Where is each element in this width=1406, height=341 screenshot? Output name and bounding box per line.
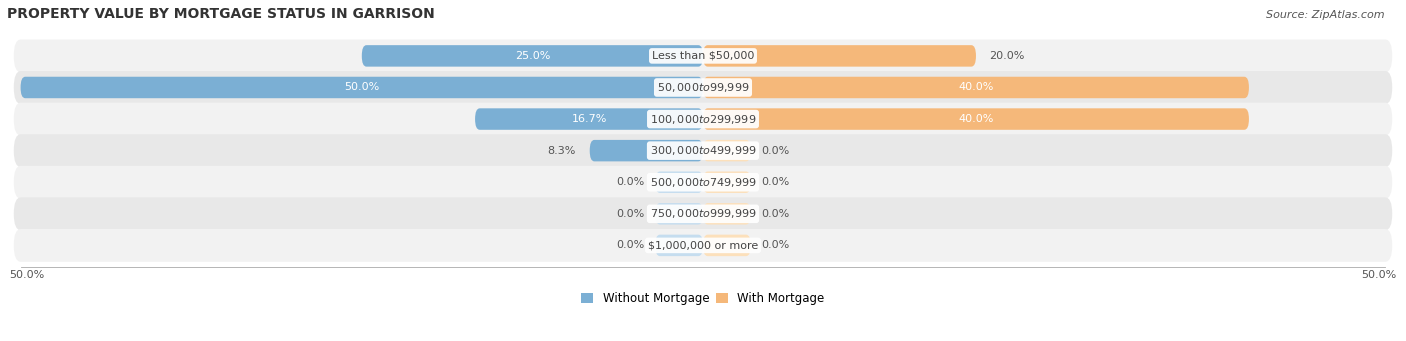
Text: 16.7%: 16.7%: [571, 114, 607, 124]
FancyBboxPatch shape: [703, 108, 1249, 130]
FancyBboxPatch shape: [14, 197, 1392, 230]
FancyBboxPatch shape: [14, 71, 1392, 104]
Text: 50.0%: 50.0%: [1361, 270, 1396, 280]
FancyBboxPatch shape: [361, 45, 703, 66]
Text: 40.0%: 40.0%: [959, 114, 994, 124]
FancyBboxPatch shape: [14, 134, 1392, 167]
Text: PROPERTY VALUE BY MORTGAGE STATUS IN GARRISON: PROPERTY VALUE BY MORTGAGE STATUS IN GAR…: [7, 7, 434, 21]
Text: 0.0%: 0.0%: [616, 209, 644, 219]
FancyBboxPatch shape: [655, 172, 703, 193]
FancyBboxPatch shape: [655, 235, 703, 256]
FancyBboxPatch shape: [703, 77, 1249, 98]
Legend: Without Mortgage, With Mortgage: Without Mortgage, With Mortgage: [576, 288, 830, 310]
Text: 0.0%: 0.0%: [616, 177, 644, 187]
Text: 0.0%: 0.0%: [762, 209, 790, 219]
FancyBboxPatch shape: [703, 235, 751, 256]
Text: Source: ZipAtlas.com: Source: ZipAtlas.com: [1267, 10, 1385, 20]
FancyBboxPatch shape: [703, 45, 976, 66]
FancyBboxPatch shape: [655, 203, 703, 224]
FancyBboxPatch shape: [14, 103, 1392, 135]
Text: 50.0%: 50.0%: [344, 83, 380, 92]
FancyBboxPatch shape: [14, 166, 1392, 199]
FancyBboxPatch shape: [21, 77, 703, 98]
Text: $50,000 to $99,999: $50,000 to $99,999: [657, 81, 749, 94]
Text: 25.0%: 25.0%: [515, 51, 550, 61]
FancyBboxPatch shape: [14, 229, 1392, 262]
Text: 0.0%: 0.0%: [762, 146, 790, 155]
Text: $100,000 to $299,999: $100,000 to $299,999: [650, 113, 756, 125]
FancyBboxPatch shape: [703, 203, 751, 224]
Text: $750,000 to $999,999: $750,000 to $999,999: [650, 207, 756, 220]
Text: 20.0%: 20.0%: [990, 51, 1025, 61]
FancyBboxPatch shape: [703, 172, 751, 193]
FancyBboxPatch shape: [14, 40, 1392, 72]
Text: 50.0%: 50.0%: [10, 270, 45, 280]
Text: $500,000 to $749,999: $500,000 to $749,999: [650, 176, 756, 189]
Text: 8.3%: 8.3%: [548, 146, 576, 155]
FancyBboxPatch shape: [475, 108, 703, 130]
Text: 0.0%: 0.0%: [762, 177, 790, 187]
Text: 0.0%: 0.0%: [762, 240, 790, 250]
Text: $300,000 to $499,999: $300,000 to $499,999: [650, 144, 756, 157]
Text: $1,000,000 or more: $1,000,000 or more: [648, 240, 758, 250]
Text: Less than $50,000: Less than $50,000: [652, 51, 754, 61]
Text: 0.0%: 0.0%: [616, 240, 644, 250]
Text: 40.0%: 40.0%: [959, 83, 994, 92]
FancyBboxPatch shape: [703, 140, 751, 161]
FancyBboxPatch shape: [589, 140, 703, 161]
